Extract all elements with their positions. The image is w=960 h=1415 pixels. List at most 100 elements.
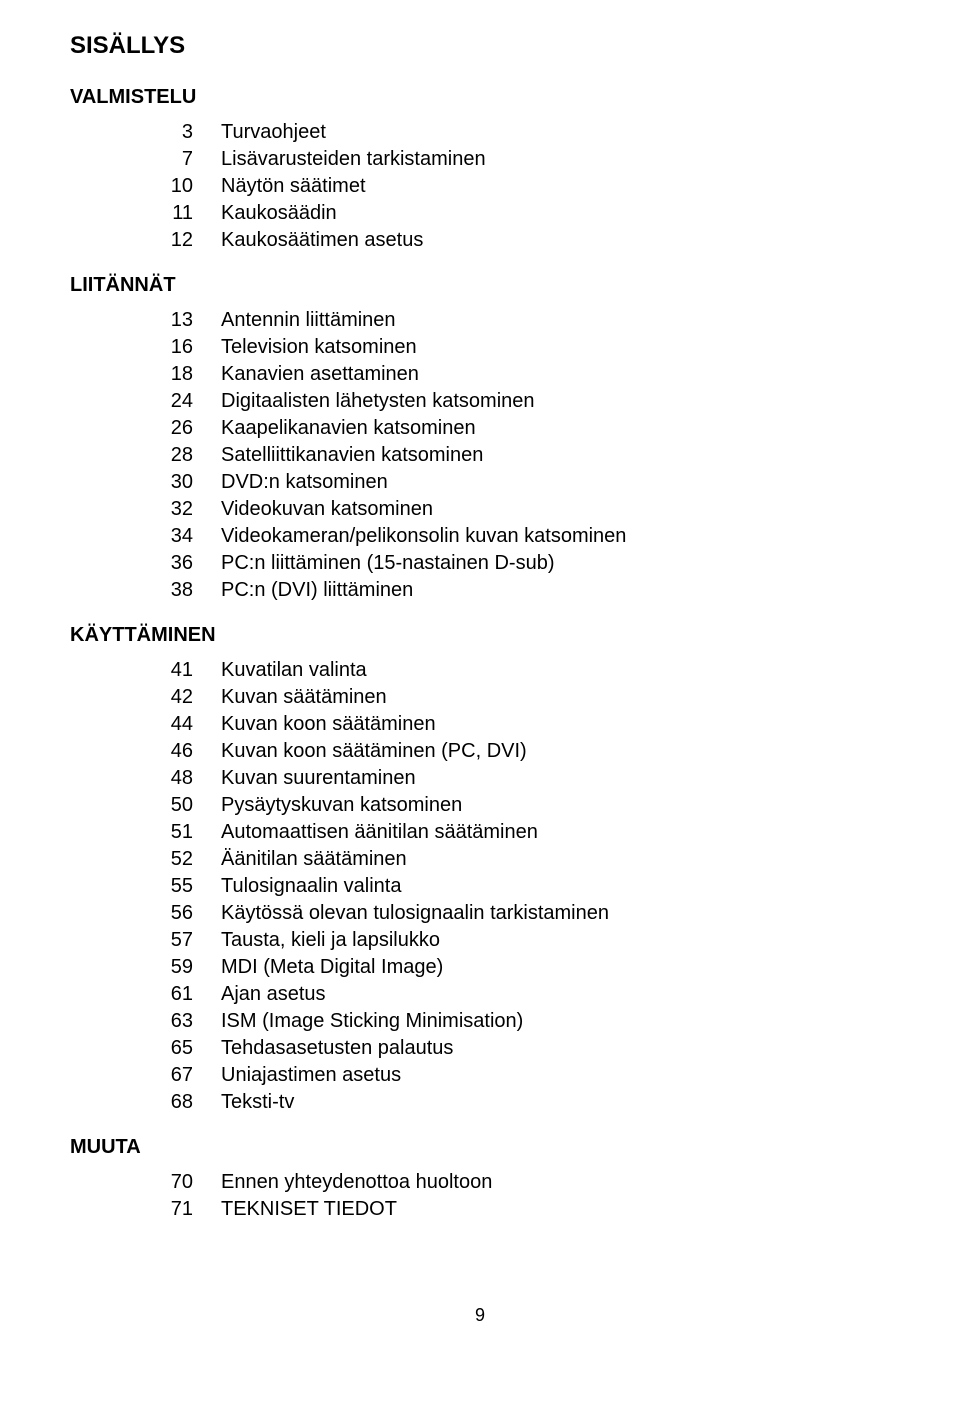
toc-page-number: 57	[145, 927, 193, 954]
toc-entry-label: Kaapelikanavien katsominen	[193, 415, 476, 442]
toc-entry-label: Äänitilan säätäminen	[193, 846, 407, 873]
toc-page-number: 7	[145, 146, 193, 173]
toc-row: 13Antennin liittäminen	[70, 307, 890, 334]
toc-page-number: 24	[145, 388, 193, 415]
toc-row: 67Uniajastimen asetus	[70, 1062, 890, 1089]
toc-row: 68Teksti-tv	[70, 1089, 890, 1116]
toc-entry-label: Ajan asetus	[193, 981, 326, 1008]
toc-page-number: 50	[145, 792, 193, 819]
toc-entry-label: Tulosignaalin valinta	[193, 873, 401, 900]
toc-row: 28Satelliittikanavien katsominen	[70, 442, 890, 469]
toc-page-number: 36	[145, 550, 193, 577]
toc-page-number: 32	[145, 496, 193, 523]
toc-row: 12Kaukosäätimen asetus	[70, 227, 890, 254]
toc-row: 55Tulosignaalin valinta	[70, 873, 890, 900]
toc-row: 50Pysäytyskuvan katsominen	[70, 792, 890, 819]
toc-entry-label: Antennin liittäminen	[193, 307, 396, 334]
toc-entry-label: Uniajastimen asetus	[193, 1062, 401, 1089]
toc-page-number: 65	[145, 1035, 193, 1062]
toc-row: 70Ennen yhteydenottoa huoltoon	[70, 1169, 890, 1196]
section-heading: LIITÄNNÄT	[70, 272, 890, 299]
toc-row: 10Näytön säätimet	[70, 173, 890, 200]
toc-page-number: 18	[145, 361, 193, 388]
toc-row: 30DVD:n katsominen	[70, 469, 890, 496]
toc-page-number: 59	[145, 954, 193, 981]
toc-entry-label: Videokuvan katsominen	[193, 496, 433, 523]
toc-container: VALMISTELU 3Turvaohjeet7Lisävarusteiden t…	[70, 84, 890, 1223]
toc-row: 48Kuvan suurentaminen	[70, 765, 890, 792]
toc-page-number: 26	[145, 415, 193, 442]
toc-row: 71TEKNISET TIEDOT	[70, 1196, 890, 1223]
toc-page-number: 44	[145, 711, 193, 738]
toc-page-number: 63	[145, 1008, 193, 1035]
toc-page-number: 68	[145, 1089, 193, 1116]
toc-page-number: 56	[145, 900, 193, 927]
toc-entry-label: Kuvan koon säätäminen (PC, DVI)	[193, 738, 527, 765]
toc-page-number: 3	[145, 119, 193, 146]
toc-entry-label: Näytön säätimet	[193, 173, 366, 200]
toc-page-number: 12	[145, 227, 193, 254]
toc-row: 52Äänitilan säätäminen	[70, 846, 890, 873]
toc-page-number: 13	[145, 307, 193, 334]
toc-entry-label: Videokameran/pelikonsolin kuvan katsomin…	[193, 523, 626, 550]
toc-entry-label: MDI (Meta Digital Image)	[193, 954, 443, 981]
toc-entry-label: Kanavien asettaminen	[193, 361, 419, 388]
toc-entry-label: DVD:n katsominen	[193, 469, 388, 496]
toc-entry-label: Käytössä olevan tulosignaalin tarkistami…	[193, 900, 609, 927]
toc-page-number: 10	[145, 173, 193, 200]
toc-entry-label: Lisävarusteiden tarkistaminen	[193, 146, 486, 173]
section-heading: VALMISTELU	[70, 84, 890, 111]
document-title: SISÄLLYS	[70, 30, 890, 62]
toc-page-number: 51	[145, 819, 193, 846]
toc-page-number: 30	[145, 469, 193, 496]
toc-entry-label: Kaukosäätimen asetus	[193, 227, 423, 254]
toc-row: 51Automaattisen äänitilan säätäminen	[70, 819, 890, 846]
toc-entry-label: PC:n liittäminen (15-nastainen D-sub)	[193, 550, 555, 577]
toc-row: 34Videokameran/pelikonsolin kuvan katsom…	[70, 523, 890, 550]
toc-entry-label: PC:n (DVI) liittäminen	[193, 577, 413, 604]
toc-row: 65Tehdasasetusten palautus	[70, 1035, 890, 1062]
toc-entry-label: Kuvan suurentaminen	[193, 765, 416, 792]
toc-entry-label: TEKNISET TIEDOT	[193, 1196, 397, 1223]
toc-entry-label: ISM (Image Sticking Minimisation)	[193, 1008, 523, 1035]
toc-entry-label: Television katsominen	[193, 334, 417, 361]
toc-row: 26Kaapelikanavien katsominen	[70, 415, 890, 442]
toc-page-number: 34	[145, 523, 193, 550]
toc-page-number: 48	[145, 765, 193, 792]
toc-page-number: 67	[145, 1062, 193, 1089]
toc-page-number: 42	[145, 684, 193, 711]
toc-entry-label: Kuvatilan valinta	[193, 657, 367, 684]
toc-page-number: 46	[145, 738, 193, 765]
toc-entry-label: Teksti-tv	[193, 1089, 294, 1116]
toc-row: 3Turvaohjeet	[70, 119, 890, 146]
toc-row: 46Kuvan koon säätäminen (PC, DVI)	[70, 738, 890, 765]
toc-page-number: 70	[145, 1169, 193, 1196]
toc-entry-label: Ennen yhteydenottoa huoltoon	[193, 1169, 492, 1196]
toc-page-number: 28	[145, 442, 193, 469]
section-heading: KÄYTTÄMINEN	[70, 622, 890, 649]
toc-page-number: 71	[145, 1196, 193, 1223]
toc-row: 11Kaukosäädin	[70, 200, 890, 227]
toc-page-number: 61	[145, 981, 193, 1008]
toc-row: 38PC:n (DVI) liittäminen	[70, 577, 890, 604]
toc-entry-label: Tausta, kieli ja lapsilukko	[193, 927, 440, 954]
toc-row: 56Käytössä olevan tulosignaalin tarkista…	[70, 900, 890, 927]
toc-row: 44Kuvan koon säätäminen	[70, 711, 890, 738]
toc-row: 63ISM (Image Sticking Minimisation)	[70, 1008, 890, 1035]
toc-page-number: 38	[145, 577, 193, 604]
toc-entry-label: Digitaalisten lähetysten katsominen	[193, 388, 535, 415]
toc-entry-label: Kuvan koon säätäminen	[193, 711, 436, 738]
toc-row: 7Lisävarusteiden tarkistaminen	[70, 146, 890, 173]
toc-row: 36PC:n liittäminen (15-nastainen D-sub)	[70, 550, 890, 577]
toc-row: 57Tausta, kieli ja lapsilukko	[70, 927, 890, 954]
toc-row: 16Television katsominen	[70, 334, 890, 361]
page-number: 9	[70, 1303, 890, 1327]
toc-row: 42Kuvan säätäminen	[70, 684, 890, 711]
toc-row: 18Kanavien asettaminen	[70, 361, 890, 388]
toc-entry-label: Turvaohjeet	[193, 119, 326, 146]
toc-page-number: 52	[145, 846, 193, 873]
toc-entry-label: Automaattisen äänitilan säätäminen	[193, 819, 538, 846]
toc-entry-label: Pysäytyskuvan katsominen	[193, 792, 462, 819]
toc-row: 41Kuvatilan valinta	[70, 657, 890, 684]
toc-page-number: 11	[145, 200, 193, 227]
